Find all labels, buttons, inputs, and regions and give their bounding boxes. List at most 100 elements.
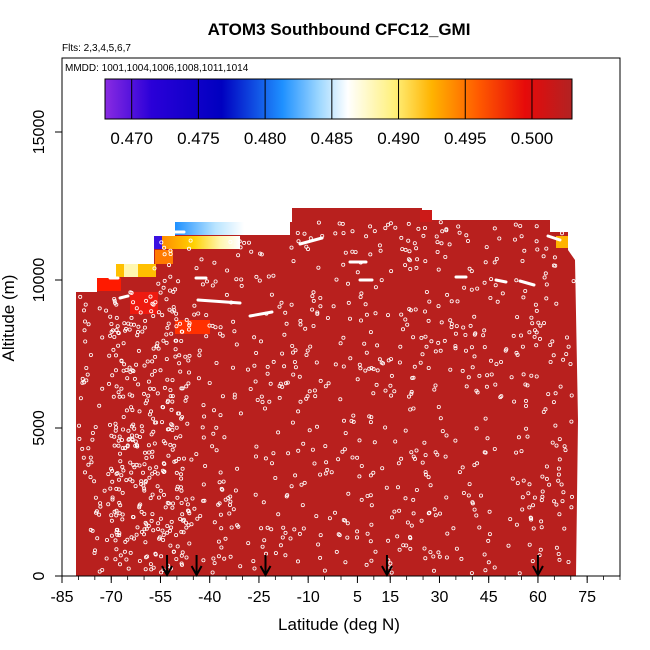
track-point — [553, 391, 558, 396]
track-point — [293, 365, 298, 370]
profile-arrow-head — [532, 565, 544, 578]
track-point — [375, 343, 380, 348]
track-point — [159, 570, 164, 575]
track-point — [255, 397, 260, 402]
track-point — [445, 292, 450, 297]
y-tick-label: 0 — [31, 571, 48, 580]
track-point — [340, 449, 345, 454]
track-point — [166, 321, 171, 326]
track-point — [369, 522, 374, 527]
track-point — [552, 499, 557, 504]
track-point — [546, 392, 551, 397]
track-point — [106, 472, 111, 477]
track-point — [564, 352, 569, 357]
track-point — [97, 306, 102, 311]
track-point — [412, 364, 417, 369]
track-point — [544, 296, 549, 301]
track-point — [108, 422, 113, 427]
track-point — [315, 311, 320, 316]
track-point — [83, 470, 88, 475]
track-point — [147, 466, 152, 471]
track-point — [534, 374, 539, 379]
track-point — [363, 368, 368, 373]
track-point — [174, 557, 179, 562]
track-point — [551, 353, 556, 358]
track-point — [467, 266, 472, 271]
track-point — [357, 362, 362, 367]
patch-mid-strip — [162, 236, 240, 249]
track-point — [184, 317, 189, 322]
track-point — [478, 493, 483, 498]
track-point — [498, 359, 503, 364]
track-point — [325, 315, 330, 320]
track-point — [234, 342, 239, 347]
track-point — [442, 338, 447, 343]
track-point — [323, 384, 328, 389]
track-point — [164, 297, 169, 302]
track-point — [348, 356, 353, 361]
track-point — [292, 527, 297, 532]
track-point — [187, 323, 192, 328]
track-point — [435, 240, 440, 245]
x-tick-label: -55 — [149, 589, 172, 606]
track-point — [129, 470, 134, 475]
track-point — [389, 269, 394, 274]
track-point — [139, 509, 144, 514]
track-point — [569, 419, 574, 424]
track-point — [114, 425, 119, 430]
track-point — [315, 310, 320, 315]
track-point — [445, 531, 450, 536]
track-point — [117, 394, 122, 399]
track-point — [408, 308, 413, 313]
track-point — [423, 453, 428, 458]
track-point — [174, 324, 179, 329]
track-point — [410, 375, 415, 380]
track-point — [180, 512, 185, 517]
track-point — [527, 482, 532, 487]
track-point — [291, 372, 296, 377]
track-point — [426, 318, 431, 323]
track-point — [180, 386, 185, 391]
track-point — [199, 257, 204, 262]
track-point — [302, 231, 307, 236]
track-point — [263, 456, 268, 461]
track-point — [373, 285, 378, 290]
track-point — [136, 348, 141, 353]
track-point — [188, 238, 193, 243]
track-point — [93, 495, 98, 500]
track-point — [150, 454, 155, 459]
track-point — [277, 304, 282, 309]
track-point — [332, 510, 337, 515]
track-point — [108, 333, 113, 338]
track-point — [422, 440, 427, 445]
track-point — [493, 382, 498, 387]
track-point — [167, 288, 172, 293]
track-point — [181, 456, 186, 461]
x-tick-label: -10 — [297, 589, 320, 606]
track-point — [368, 473, 373, 478]
track-point — [284, 321, 289, 326]
track-point — [449, 321, 454, 326]
track-point — [153, 552, 158, 557]
track-point — [167, 528, 172, 533]
track-point — [569, 505, 574, 510]
track-point — [304, 244, 309, 249]
track-point — [341, 335, 346, 340]
track-point — [210, 283, 215, 288]
track-point — [253, 379, 258, 384]
track-point — [411, 497, 416, 502]
track-point — [192, 303, 197, 308]
track-point — [266, 274, 271, 279]
track-point — [149, 309, 154, 314]
track-point — [200, 425, 205, 430]
track-point — [364, 562, 369, 567]
track-point — [115, 324, 120, 329]
track-point — [484, 384, 489, 389]
track-point — [550, 339, 555, 344]
track-point — [427, 510, 432, 515]
track-point — [302, 480, 307, 485]
track-point — [405, 322, 410, 327]
track-point — [162, 461, 167, 466]
track-point — [114, 508, 119, 513]
